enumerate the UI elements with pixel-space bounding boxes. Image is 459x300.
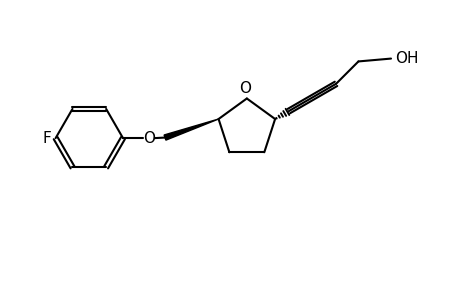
Text: O: O <box>142 130 154 146</box>
Polygon shape <box>164 119 218 140</box>
Text: F: F <box>43 130 51 146</box>
Text: OH: OH <box>394 51 418 66</box>
Text: O: O <box>238 80 250 95</box>
